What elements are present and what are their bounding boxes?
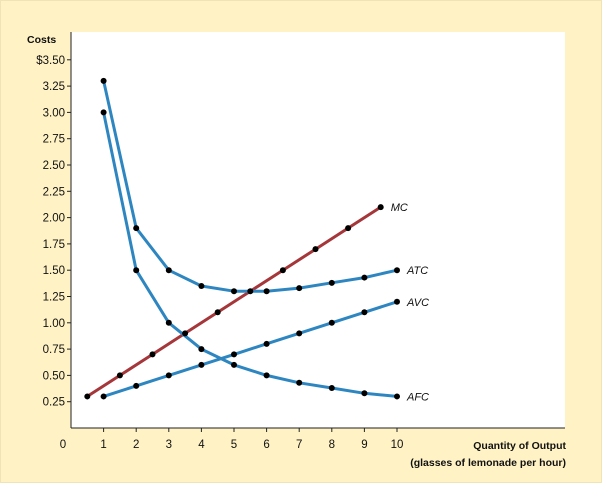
data-point-afc (263, 372, 270, 379)
x-tick-label: 1 (100, 439, 106, 451)
data-point-atc (263, 288, 270, 295)
data-point-atc (133, 225, 140, 232)
y-tick-label: 2.00 (43, 213, 65, 225)
data-point-atc (296, 285, 303, 292)
data-point-mc (312, 246, 319, 253)
data-point-atc (231, 288, 237, 295)
x-tick-label: 5 (231, 439, 237, 451)
y-axis-title: Costs (27, 34, 56, 46)
data-point-mc (84, 393, 91, 400)
data-point-avc (263, 340, 270, 347)
x-tick-label: 3 (166, 439, 172, 451)
y-tick-label: 1.25 (43, 292, 65, 304)
data-point-atc (198, 282, 205, 289)
data-point-afc (133, 267, 140, 274)
data-point-mc (116, 372, 123, 379)
data-point-avc (328, 319, 335, 326)
y-tick-label: 1.75 (43, 239, 65, 251)
data-point-avc (231, 351, 237, 358)
data-point-avc (133, 382, 140, 389)
y-tick-label: 0.50 (43, 370, 65, 382)
x-tick-label: 9 (361, 439, 367, 451)
data-point-atc (361, 274, 368, 281)
x-axis-title-line2: (glasses of lemonade per hour) (410, 457, 566, 469)
data-point-mc (182, 330, 189, 337)
y-tick-label: 2.50 (43, 160, 65, 172)
data-point-avc (394, 298, 400, 305)
y-tick-label: 1.00 (43, 318, 65, 330)
y-tick-label: 0.75 (43, 344, 65, 356)
x-tick-label: 10 (391, 439, 404, 451)
y-tick-label: 2.75 (43, 134, 65, 146)
data-point-mc (214, 309, 221, 316)
series-label-afc: AFC (406, 391, 429, 403)
series-line-afc (102, 110, 399, 398)
series-label-mc: MC (391, 202, 408, 214)
data-point-afc (231, 361, 237, 368)
data-point-atc (328, 279, 335, 286)
data-point-afc (165, 319, 172, 326)
data-point-afc (100, 109, 107, 116)
x-tick-label: 0 (60, 439, 66, 451)
data-point-avc (165, 372, 172, 379)
plot-area (71, 32, 565, 428)
x-axis-title-line1: Quantity of Output (473, 440, 566, 452)
y-tick-label: 0.25 (43, 397, 65, 409)
data-point-mc (149, 351, 156, 358)
data-point-atc (165, 267, 172, 274)
data-point-mc (247, 288, 254, 295)
y-tick-label: 2.25 (43, 186, 65, 198)
y-tick-label: $3.50 (36, 55, 65, 67)
y-tick-label: 3.25 (43, 81, 65, 93)
data-point-afc (394, 393, 400, 400)
data-point-mc (345, 225, 352, 232)
data-point-avc (100, 393, 107, 400)
data-point-atc (394, 267, 400, 274)
data-point-afc (296, 379, 303, 386)
data-point-afc (328, 385, 335, 392)
series-label-atc: ATC (406, 265, 428, 277)
data-point-mc (377, 204, 384, 211)
x-tick-label: 4 (198, 439, 205, 451)
series-line-avc (102, 300, 399, 398)
y-tick-label: 3.00 (43, 107, 65, 119)
series-label-avc: AVC (406, 297, 429, 309)
data-point-avc (361, 309, 368, 316)
y-tick-label: 1.50 (43, 265, 65, 277)
data-point-avc (296, 330, 303, 337)
data-point-afc (361, 390, 368, 397)
x-tick-label: 6 (263, 439, 269, 451)
x-tick-label: 7 (296, 439, 302, 451)
data-point-avc (198, 361, 205, 368)
x-tick-label: 8 (329, 439, 335, 451)
data-point-atc (100, 77, 107, 84)
series-line-mc (85, 205, 383, 398)
data-point-afc (198, 346, 205, 353)
data-point-mc (279, 267, 286, 274)
x-tick-label: 2 (133, 439, 139, 451)
